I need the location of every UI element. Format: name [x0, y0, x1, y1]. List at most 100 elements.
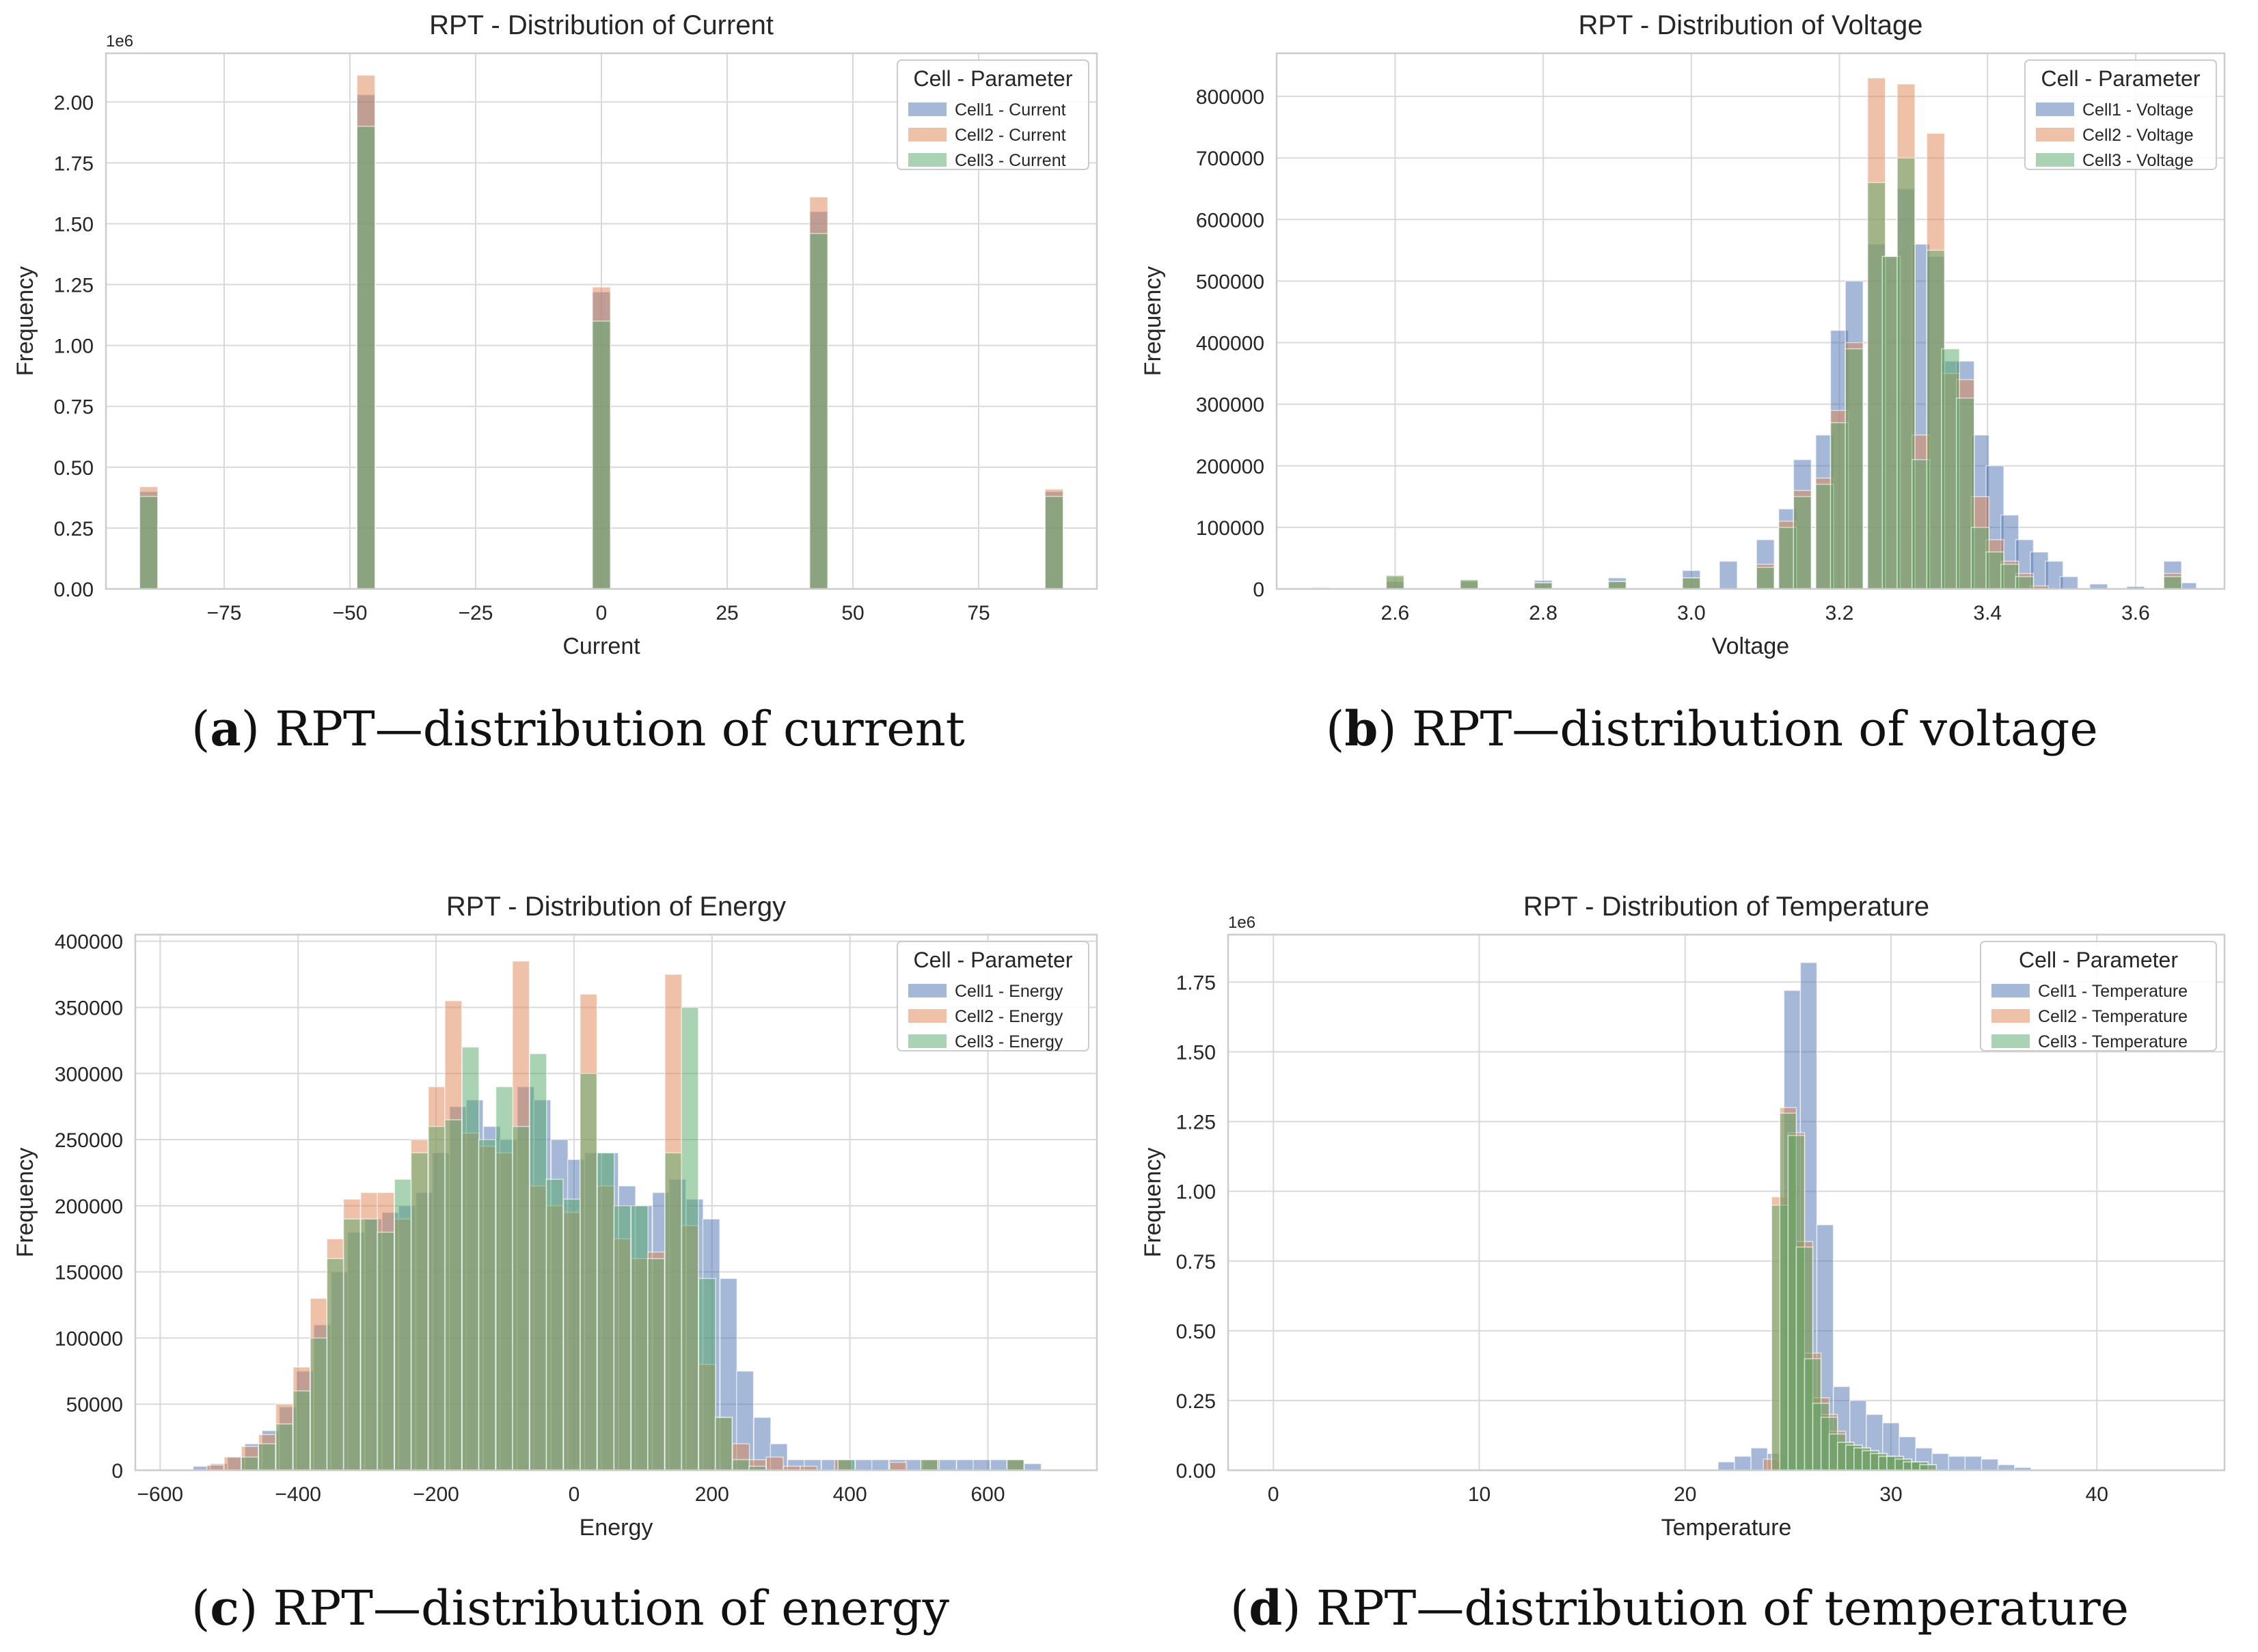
bar — [444, 1119, 463, 1471]
legend-entry: Cell3 - Voltage — [2082, 151, 2194, 170]
bar — [613, 1205, 631, 1471]
y-tick-label: 0.25 — [54, 518, 94, 540]
bar — [394, 1179, 412, 1471]
x-tick-label: 20 — [1674, 1483, 1696, 1506]
caption-a: (a) RPT—distribution of current — [191, 700, 965, 757]
chart-title-voltage: RPT - Distribution of Voltage — [1579, 10, 1923, 40]
bar — [223, 1456, 242, 1471]
bar — [377, 1231, 395, 1471]
x-tick-label: 400 — [833, 1483, 867, 1506]
bar — [360, 1218, 379, 1471]
bar — [461, 1046, 480, 1471]
x-tick-label: −200 — [413, 1483, 459, 1506]
y-tick-label: 300000 — [1196, 394, 1264, 417]
bar — [597, 1152, 615, 1471]
bar — [241, 1456, 259, 1471]
legend-box — [2024, 59, 2217, 170]
y-tick-label: 0.50 — [54, 457, 94, 480]
series-cell3-temperature — [1771, 1112, 1937, 1471]
legend-swatch — [908, 1034, 947, 1048]
legend-swatch — [908, 1009, 947, 1023]
bar — [326, 1258, 344, 1471]
x-axis-label: Voltage — [1712, 633, 1789, 659]
chart-title-current: RPT - Distribution of Current — [429, 10, 774, 40]
y-tick-label: 150000 — [55, 1262, 123, 1284]
legend-swatch — [908, 984, 947, 997]
bar — [1845, 348, 1864, 590]
y-axis-label: Frequency — [12, 1148, 38, 1258]
x-tick-label: 50 — [841, 602, 864, 624]
x-tick-label: 75 — [967, 602, 990, 624]
y-tick-label: 600000 — [1196, 209, 1264, 232]
legend-entry: Cell1 - Voltage — [2082, 100, 2194, 120]
x-axis-label: Energy — [580, 1515, 653, 1541]
x-tick-label: 30 — [1879, 1483, 1902, 1506]
caption-d-text: RPT—distribution of temperature — [1301, 1580, 2130, 1636]
x-tick-label: 3.6 — [2121, 602, 2150, 624]
y-tick-label: 700000 — [1196, 148, 1264, 170]
chart-panel-current: −75 −50 −25 0 25 50 75 0.00 0.25 0.50 0.75 1.00 1.25… — [0, 0, 1128, 683]
bar — [1385, 575, 1405, 590]
y-tick-label: 1.25 — [54, 275, 94, 297]
legend-entry: Cell3 - Current — [955, 151, 1066, 170]
y-tick-label: 250000 — [55, 1129, 123, 1152]
bar — [293, 1390, 311, 1471]
chart-panel-energy: −600 −400 −200 0 200 400 600 0 50000 100000 150000… — [0, 881, 1128, 1565]
bar — [580, 1073, 598, 1471]
bar — [972, 1459, 991, 1471]
legend-swatch — [1991, 1034, 2030, 1048]
legend-title: Cell - Parameter — [2041, 66, 2201, 91]
histogram-voltage: 2.6 2.8 3.0 3.2 3.4 3.6 0 100000 200000 300000 400… — [1140, 10, 2226, 659]
y-tick-label: 1.75 — [54, 152, 94, 175]
caption-b: (b) RPT—distribution of voltage — [1326, 700, 2098, 757]
x-axis-label: Current — [562, 633, 640, 659]
y-tick-label: 200000 — [55, 1196, 123, 1218]
bar — [275, 1423, 294, 1471]
bar — [512, 1125, 530, 1471]
bar — [1044, 495, 1064, 590]
bar — [1964, 1455, 1983, 1471]
y-tick-label: 50000 — [66, 1394, 123, 1416]
bar — [698, 1278, 716, 1471]
bar — [681, 1006, 699, 1471]
y-tick-label: 300000 — [55, 1063, 123, 1086]
x-tick-label: 25 — [716, 602, 738, 624]
plot-frame — [105, 52, 1098, 590]
legend-swatch — [908, 153, 947, 167]
legend-entry: Cell2 - Current — [955, 126, 1066, 145]
legend-box — [897, 59, 1089, 170]
histogram-energy: −600 −400 −200 0 200 400 600 0 50000 100000 150000… — [12, 892, 1098, 1541]
bar — [1006, 1459, 1025, 1471]
legend-swatch — [908, 128, 947, 141]
legend-title: Cell - Parameter — [914, 66, 1073, 91]
bar — [854, 1459, 873, 1471]
series-cell3-current — [139, 126, 1064, 590]
x-tick-label: −400 — [275, 1483, 321, 1506]
bar — [1607, 581, 1627, 590]
caption-d: (d) RPT—distribution of temperature — [1230, 1580, 2130, 1636]
y-tick-label: 400000 — [55, 931, 123, 954]
x-tick-label: 0 — [1268, 1483, 1279, 1506]
bar — [356, 126, 376, 590]
legend-swatch — [2036, 128, 2074, 141]
y-tick-label: 0.75 — [54, 396, 94, 419]
bar — [990, 1459, 1008, 1471]
bar — [871, 1459, 890, 1471]
y-tick-label: 200000 — [1196, 456, 1264, 478]
bar — [889, 1461, 908, 1471]
y-tick-label: 0 — [1253, 579, 1264, 601]
bar — [630, 1205, 649, 1471]
chart-title-temperature: RPT - Distribution of Temperature — [1523, 892, 1929, 922]
y-tick-label: 0.25 — [1176, 1390, 1216, 1413]
y-axis-label: Frequency — [1140, 266, 1166, 376]
bar — [2163, 576, 2182, 590]
bar — [732, 1459, 750, 1471]
legend-entry: Cell2 - Voltage — [2082, 126, 2194, 145]
legend-title: Cell - Parameter — [914, 948, 1073, 972]
bar — [529, 1053, 547, 1471]
bar — [310, 1337, 328, 1471]
bar — [410, 1152, 429, 1471]
bar — [495, 1086, 514, 1471]
legend-entry: Cell1 - Temperature — [2038, 982, 2188, 1001]
plot-frame — [1275, 52, 2226, 590]
